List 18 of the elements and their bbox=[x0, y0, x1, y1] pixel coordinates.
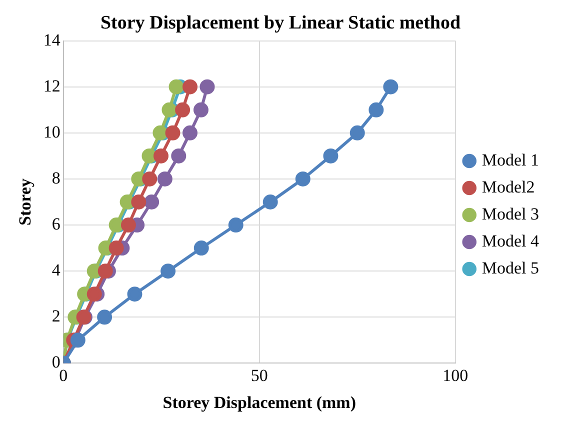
legend-label: Model2 bbox=[482, 177, 535, 196]
legend-label: Model 3 bbox=[482, 204, 540, 224]
legend-label: Model 4 bbox=[482, 231, 540, 250]
y-tick-label: 8 bbox=[52, 168, 60, 188]
y-tick-label: 12 bbox=[43, 76, 60, 96]
y-tick-label: 14 bbox=[43, 30, 61, 50]
x-axis-title: Storey Displacement (mm) bbox=[162, 393, 356, 412]
y-tick-label: 4 bbox=[52, 260, 61, 280]
legend-label: Model 5 bbox=[482, 258, 540, 278]
x-tick-label: 100 bbox=[442, 366, 468, 385]
y-axis-title: Storey bbox=[16, 178, 35, 226]
y-tick-label: 2 bbox=[52, 306, 60, 326]
x-tick-label: 50 bbox=[250, 366, 268, 385]
y-tick-label: 6 bbox=[52, 214, 60, 234]
chart-title: Story Displacement by Linear Static method bbox=[100, 12, 461, 34]
legend-label: Model 1 bbox=[482, 150, 540, 170]
y-tick-label: 0 bbox=[52, 352, 60, 372]
y-tick-label: 10 bbox=[43, 122, 60, 142]
